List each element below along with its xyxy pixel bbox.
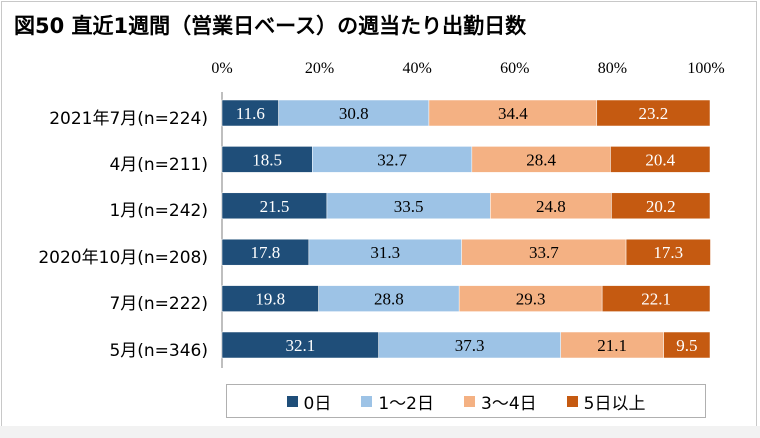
x-tick-label: 40% [402, 60, 432, 77]
bar-segment [221, 192, 328, 220]
data-label: 17.8 [251, 243, 281, 262]
legend-label: 1～2日 [378, 393, 434, 414]
data-label: 30.8 [339, 104, 369, 123]
category-label: 5月(n=346) [109, 341, 208, 361]
bar-segment [625, 238, 711, 266]
data-label: 18.5 [252, 150, 282, 169]
bar-segment [221, 285, 319, 312]
x-tick-label: 0% [211, 60, 233, 77]
x-tick-label: 100% [687, 60, 725, 77]
legend-item: 0日 [286, 389, 332, 414]
data-label: 29.3 [516, 290, 546, 309]
legend-swatch [286, 395, 298, 407]
category-label: 7月(n=222) [109, 294, 208, 314]
data-label: 17.3 [653, 243, 683, 262]
legend-swatch [464, 395, 475, 407]
data-label: 20.2 [646, 197, 676, 216]
bar-segment [378, 331, 561, 359]
x-tick-label: 20% [304, 60, 335, 77]
data-label: 21.5 [260, 197, 290, 216]
page-bottom-strip [0, 426, 760, 438]
legend-swatch [566, 395, 578, 407]
bar-segment [318, 285, 460, 312]
bar-segment [312, 146, 473, 173]
legend-item: 1～2日 [361, 389, 434, 414]
bar-segment [221, 331, 379, 359]
bar-segment [601, 285, 711, 312]
data-label: 24.8 [536, 197, 566, 216]
data-label: 28.4 [526, 150, 556, 169]
x-tick-label: 60% [500, 60, 530, 77]
bar-segment [458, 285, 603, 312]
legend-label: 5日以上 [583, 393, 646, 414]
bar-segment [308, 238, 462, 266]
bar-segment [461, 238, 627, 266]
bar-segment [428, 99, 598, 127]
data-label: 19.8 [255, 290, 285, 309]
bar-segment [490, 192, 612, 220]
legend-item: 5日以上 [566, 389, 646, 414]
bar-segment [326, 192, 491, 220]
legend: 0日 1～2日 3～4日 5日以上 [226, 384, 706, 418]
data-label: 34.4 [498, 104, 528, 123]
data-label: 31.3 [370, 243, 400, 262]
bar-segment [596, 99, 711, 127]
data-label: 33.5 [394, 197, 424, 216]
legend-label: 3～4日 [481, 393, 537, 414]
bar-segment [560, 331, 664, 359]
category-label: 1月(n=242) [109, 201, 208, 221]
category-label: 2021年7月(n=224) [49, 109, 208, 129]
data-label: 32.1 [285, 336, 315, 355]
data-label: 20.4 [645, 150, 675, 169]
bar-segment [471, 146, 611, 173]
bar-segment [610, 146, 711, 173]
data-label: 21.1 [597, 336, 627, 355]
data-label: 23.2 [639, 104, 669, 123]
data-label: 28.8 [374, 290, 404, 309]
chart-title: 図50 直近1週間（営業日ベース）の週当たり出勤日数 [14, 14, 527, 38]
legend-swatch [361, 395, 373, 407]
bar-segment [611, 192, 711, 220]
data-label: 37.3 [455, 336, 485, 355]
data-label: 9.5 [676, 336, 697, 355]
category-label: 4月(n=211) [109, 155, 208, 175]
bar-segment [221, 146, 313, 173]
data-label: 11.6 [236, 104, 265, 123]
bar-segment [278, 99, 430, 127]
data-label: 32.7 [377, 150, 407, 169]
x-tick-label: 80% [597, 60, 628, 77]
legend-label: 0日 [303, 393, 332, 414]
category-label: 2020年10月(n=208) [38, 248, 208, 268]
bar-segment [221, 99, 279, 127]
data-label: 33.7 [529, 243, 559, 262]
data-label: 22.1 [641, 290, 671, 309]
bar-segment [663, 331, 711, 359]
legend-item: 3～4日 [464, 389, 537, 414]
bar-segment [221, 238, 310, 266]
